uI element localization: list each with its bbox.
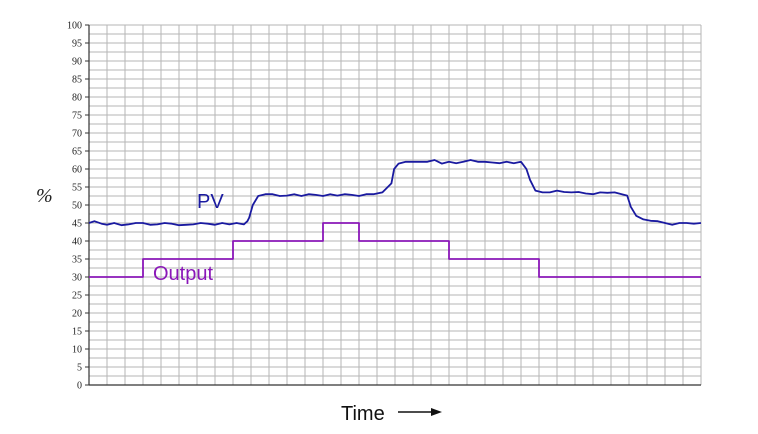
y-tick-label: 0 [77, 381, 82, 392]
y-tick-label: 90 [72, 57, 82, 68]
y-tick-label: 40 [72, 237, 82, 248]
y-tick-label: 10 [72, 345, 82, 356]
y-tick-label: 80 [72, 93, 82, 104]
y-tick-label: 100 [67, 21, 82, 32]
y-tick-label: 60 [72, 165, 82, 176]
y-tick-label: 75 [72, 111, 82, 122]
x-axis-label: Time [341, 403, 385, 425]
y-tick-label: 5 [77, 363, 82, 374]
y-tick-label: 70 [72, 129, 82, 140]
y-tick-label: 25 [72, 291, 82, 302]
series-label-pv: PV [197, 191, 224, 213]
y-tick-labels: 0 5 10 15 20 25 30 35 40 45 50 55 60 65 70 75 80 85 90 95 10… [67, 21, 89, 392]
y-axis-label: % [36, 185, 53, 207]
y-tick-label: 30 [72, 273, 82, 284]
grid [88, 24, 702, 386]
y-tick-label: 55 [72, 183, 82, 194]
y-tick-label: 65 [72, 147, 82, 158]
y-tick-label: 45 [72, 219, 82, 230]
y-tick-label: 35 [72, 255, 82, 266]
y-tick-label: 15 [72, 327, 82, 338]
y-tick-label: 20 [72, 309, 82, 320]
series-label-output: Output [153, 263, 213, 285]
y-tick-label: 85 [72, 75, 82, 86]
time-arrow-icon [398, 408, 442, 416]
series-lines [88, 159, 702, 278]
series-line-output [89, 222, 701, 278]
y-tick-label: 95 [72, 39, 82, 50]
y-tick-label: 50 [72, 201, 82, 212]
series-line-pv [88, 159, 702, 227]
